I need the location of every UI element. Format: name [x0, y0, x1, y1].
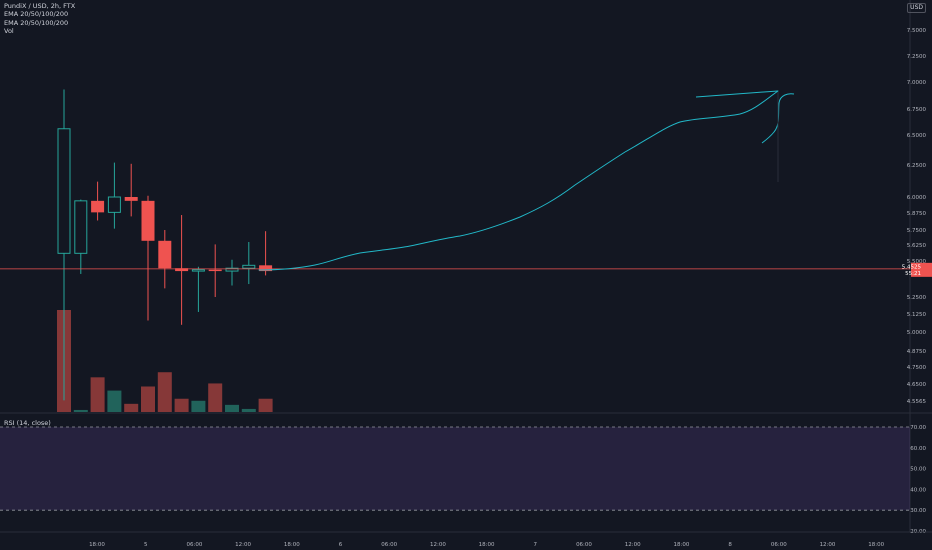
time-axis-tick: 18:00: [284, 542, 300, 548]
time-axis-tick: 7: [534, 542, 538, 548]
currency-badge[interactable]: USD: [907, 3, 926, 13]
volume-bar: [225, 404, 239, 412]
rsi-indicator-label[interactable]: RSI (14, close): [4, 419, 51, 427]
price-axis-tick: 5.5000: [907, 259, 927, 265]
time-axis-tick: 12:00: [820, 542, 836, 548]
price-axis-tick: 7.5000: [907, 28, 927, 34]
volume-bar: [90, 377, 105, 412]
time-axis-tick: 8: [728, 542, 732, 548]
price-axis-tick: 4.8750: [907, 349, 927, 355]
volume-bar: [157, 372, 172, 412]
volume-indicator[interactable]: Vol: [4, 26, 14, 35]
price-axis-tick: 5.1250: [907, 312, 927, 318]
time-axis-tick: 06:00: [186, 542, 202, 548]
rsi-axis-tick: 40.00: [910, 487, 926, 493]
countdown-label: 55:21: [905, 271, 921, 277]
volume-bar: [107, 390, 122, 412]
price-axis-tick: 6.5000: [907, 133, 927, 139]
time-axis-tick: 5: [144, 542, 148, 548]
time-axis-tick: 12:00: [625, 542, 641, 548]
price-axis-tick: 6.7500: [907, 107, 927, 113]
projection-drawing: [258, 90, 779, 271]
time-axis-tick: 18:00: [479, 542, 495, 548]
time-axis-tick: 18:00: [868, 542, 884, 548]
candle-body: [107, 196, 121, 213]
candle-body: [175, 268, 189, 272]
volume-bar: [141, 386, 155, 412]
time-axis-tick: 12:00: [430, 542, 446, 548]
time-axis-tick: 18:00: [673, 542, 689, 548]
rsi-axis-tick: 70.00: [910, 425, 926, 431]
volume-bar: [208, 383, 223, 412]
candle-body: [57, 128, 71, 254]
candle-body: [91, 200, 105, 213]
time-axis-tick: 12:00: [235, 542, 251, 548]
volume-bar: [241, 408, 256, 412]
time-axis-tick: 06:00: [381, 542, 397, 548]
candle-body: [141, 200, 155, 241]
volume-bar: [124, 403, 139, 412]
price-axis-tick: 7.2500: [907, 54, 927, 60]
price-axis-tick: 5.8750: [907, 211, 927, 217]
volume-bar: [258, 398, 273, 412]
price-axis-tick: 4.6500: [907, 382, 927, 388]
rsi-axis-tick: 50.00: [910, 467, 926, 473]
ema-indicator-2[interactable]: EMA 20/50/100/200: [4, 18, 69, 27]
candle-body: [191, 269, 205, 272]
price-axis-tick: 6.2500: [907, 163, 927, 169]
chart-legend: PundiX / USD, 2h, FTX EMA 20/50/100/200 …: [4, 2, 75, 35]
price-axis-tick: 7.0000: [907, 80, 927, 86]
candle-body: [124, 197, 138, 201]
price-axis-tick: 6.0000: [907, 195, 927, 201]
price-axis-tick: 4.7500: [907, 365, 927, 371]
price-axis-tick: 5.0000: [907, 330, 927, 336]
price-axis-tick: 4.5565: [907, 399, 927, 405]
projection-drawing: [695, 90, 779, 98]
last-price-badge: [911, 262, 932, 277]
symbol-title[interactable]: PundiX / USD, 2h, FTX: [4, 2, 76, 10]
volume-bar: [191, 400, 206, 412]
price-axis-tick: 5.7500: [907, 228, 927, 234]
time-axis-tick: 18:00: [89, 542, 105, 548]
rsi-band-fill: [0, 427, 910, 511]
volume-bar: [73, 409, 88, 412]
candle-body: [259, 265, 273, 272]
rsi-axis-tick: 60.00: [910, 446, 926, 452]
ema-indicator-1[interactable]: EMA 20/50/100/200: [4, 10, 69, 19]
last-price-label: 5.4525: [902, 264, 922, 270]
price-axis-tick: 5.6250: [907, 243, 927, 249]
candle-body: [242, 264, 256, 269]
price-axis-tick: 5.2500: [907, 295, 927, 301]
time-axis-tick: 6: [339, 542, 343, 548]
time-axis-tick: 06:00: [771, 542, 787, 548]
rsi-axis-tick: 30.00: [910, 508, 926, 514]
volume-bar: [174, 398, 189, 412]
candle-body: [225, 267, 239, 272]
candle-body: [158, 240, 172, 269]
candle-body: [208, 269, 222, 272]
candle-body: [74, 200, 88, 254]
time-axis-tick: 06:00: [576, 542, 592, 548]
